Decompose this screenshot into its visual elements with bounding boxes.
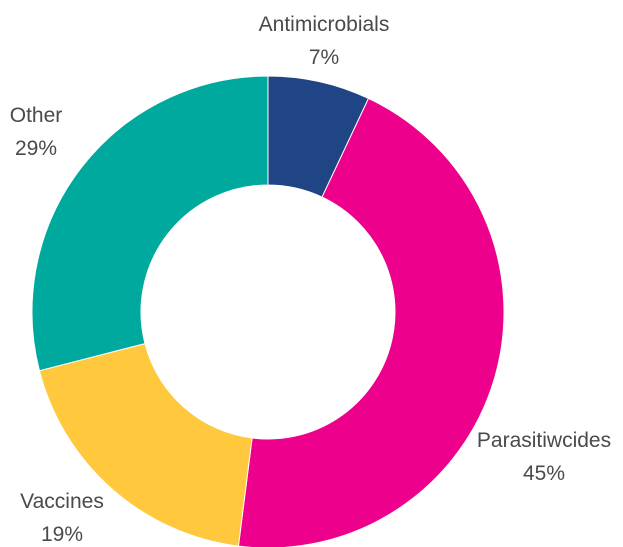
slice-value-parasitiwcides: 45%	[523, 462, 565, 485]
slice-name-parasitiwcides: Parasitiwcides	[477, 429, 611, 452]
slice-other	[31, 75, 269, 372]
slice-label-parasitiwcides: Parasitiwcides 45%	[477, 429, 611, 485]
slice-name-antimicrobials: Antimicrobials	[259, 13, 390, 36]
slice-name-other: Other	[10, 104, 63, 127]
slice-value-vaccines: 19%	[41, 523, 83, 546]
slice-label-antimicrobials: Antimicrobials 7%	[259, 13, 390, 69]
slice-label-other: Other 29%	[10, 104, 63, 160]
slice-value-other: 29%	[15, 137, 57, 160]
slice-label-vaccines: Vaccines 19%	[20, 490, 104, 546]
chart-slices	[31, 75, 505, 547]
slice-parasitiwcides	[237, 97, 505, 547]
slice-vaccines	[38, 342, 253, 547]
slice-value-antimicrobials: 7%	[309, 46, 339, 69]
slice-name-vaccines: Vaccines	[20, 490, 104, 513]
